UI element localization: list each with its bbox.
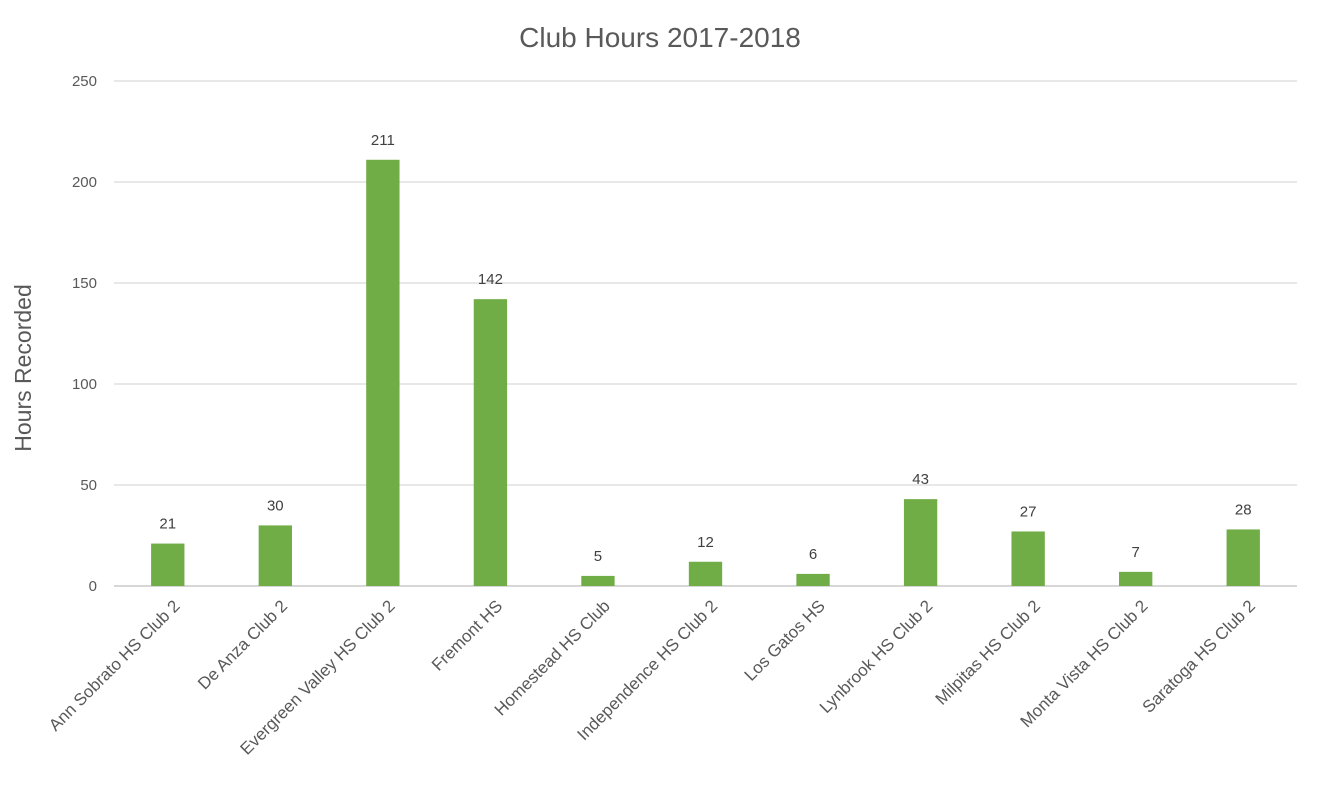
y-tick-label: 0 (89, 578, 97, 595)
bar (258, 525, 292, 586)
chart-title: Club Hours 2017-2018 (519, 22, 801, 53)
bar (1119, 571, 1153, 586)
data-label: 27 (1020, 503, 1037, 520)
data-label: 6 (809, 546, 817, 563)
bar (796, 573, 830, 586)
x-tick-label: De Anza Club 2 (194, 596, 291, 693)
data-label: 12 (697, 534, 714, 551)
y-tick-label: 250 (72, 73, 97, 90)
data-label: 7 (1132, 544, 1140, 561)
y-axis-ticks: 0 50 100 150 200 250 (72, 73, 97, 595)
y-tick-label: 50 (80, 477, 97, 494)
y-tick-label: 100 (72, 376, 97, 393)
bar (366, 159, 400, 586)
bar (1226, 529, 1260, 586)
x-tick-label: Ann Sobrato HS Club 2 (45, 596, 183, 734)
data-label: 43 (912, 471, 929, 488)
bar (151, 543, 185, 586)
data-label: 28 (1235, 501, 1252, 518)
y-axis-label: Hours Recorded (10, 284, 36, 451)
data-label: 30 (267, 497, 284, 514)
y-tick-label: 150 (72, 275, 97, 292)
x-tick-label: Saratoga HS Club 2 (1139, 596, 1259, 716)
bar (473, 299, 508, 586)
data-labels: 21 30 211 142 5 12 6 43 27 7 28 (159, 132, 1251, 565)
x-axis-category-labels: Ann Sobrato HS Club 2 De Anza Club 2Everg… (45, 596, 1259, 758)
x-tick-label: Milpitas HS Club 2 (932, 596, 1044, 708)
bar (903, 499, 938, 586)
data-label: 5 (594, 548, 602, 565)
bars (151, 159, 1260, 586)
y-tick-label: 200 (72, 174, 97, 191)
x-tick-label: Los Gatos HS (741, 596, 829, 684)
data-label: 142 (478, 271, 503, 288)
bar (688, 561, 723, 586)
gridlines (114, 80, 1297, 587)
data-label: 211 (371, 132, 395, 149)
bar (1011, 531, 1045, 586)
data-label: 21 (159, 516, 176, 533)
bar (581, 575, 615, 586)
x-tick-label: Lynbrook HS Club 2 (816, 596, 937, 717)
x-tick-label: Fremont HS (428, 596, 506, 674)
x-tick-label: Homestead HS Club (491, 596, 614, 719)
